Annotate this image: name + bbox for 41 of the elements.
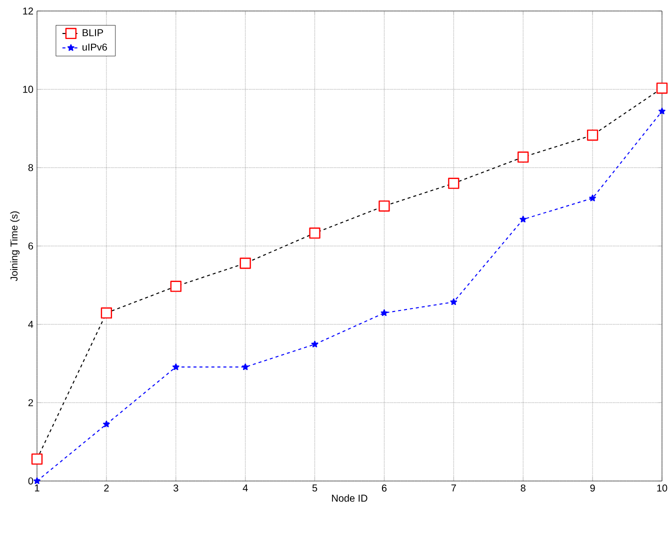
point — [518, 152, 529, 163]
y-tick-label: 10 — [23, 86, 34, 93]
point — [240, 258, 251, 269]
point — [378, 200, 390, 212]
x-tick-label: 4 — [242, 484, 248, 492]
point — [658, 108, 666, 114]
point — [34, 477, 40, 484]
point — [170, 280, 182, 292]
point — [448, 178, 460, 189]
point — [172, 363, 180, 370]
y-axis-title: Joining Time (s) — [10, 211, 20, 282]
point — [520, 216, 527, 222]
point — [586, 130, 598, 141]
legend-label: BLIP — [82, 29, 103, 36]
x-tick-label: 6 — [382, 484, 387, 492]
point — [309, 227, 320, 239]
x-tick-label: 3 — [173, 484, 178, 492]
x-tick-label: 1 — [34, 484, 40, 492]
x-tick-label: 7 — [451, 484, 456, 492]
y-tick-label: 2 — [28, 399, 33, 406]
x-tick-label: 5 — [312, 484, 318, 492]
point — [656, 82, 668, 94]
y-tick-label: 12 — [23, 8, 33, 14]
point — [242, 363, 249, 370]
point — [380, 309, 388, 316]
x-axis-title: Node ID — [332, 494, 368, 502]
y-tick-label: 0 — [28, 477, 34, 485]
point — [100, 307, 112, 319]
y-tick-label: 6 — [28, 242, 34, 250]
x-tick-label: 2 — [104, 484, 109, 492]
x-tick-label: 10 — [657, 484, 668, 492]
point — [311, 340, 318, 348]
y-tick-label: 4 — [28, 320, 34, 328]
point — [589, 194, 596, 202]
y-tick-label: 8 — [28, 164, 34, 172]
legend-label: uIPv6 — [82, 44, 107, 51]
point — [103, 420, 110, 428]
x-tick-label: 8 — [520, 484, 526, 492]
point — [450, 298, 458, 306]
x-tick-label: 9 — [590, 484, 595, 492]
point — [31, 453, 43, 465]
